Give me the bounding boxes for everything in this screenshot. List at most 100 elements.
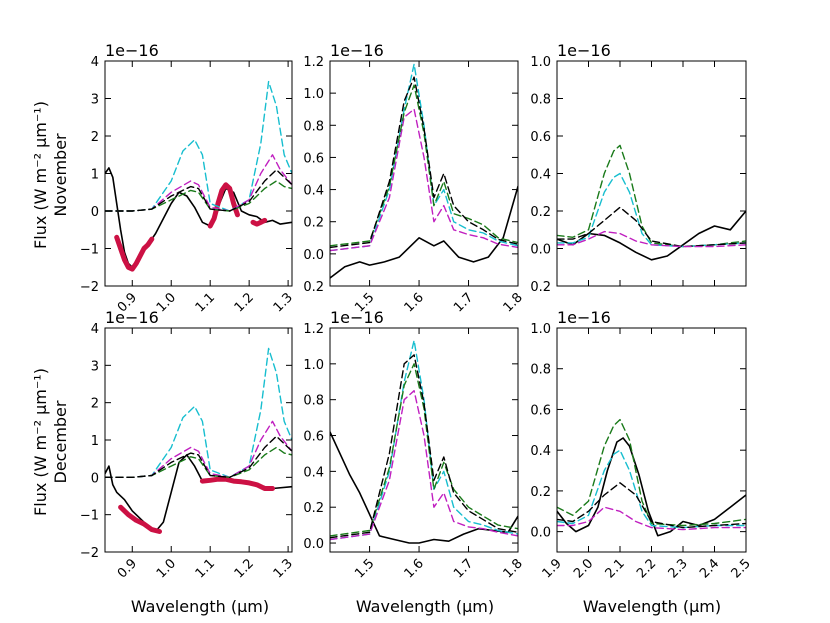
x-tick-label: 2.2	[634, 556, 659, 581]
y-tick-label: 0.2	[530, 280, 551, 295]
y-tick-label: 0	[91, 205, 99, 220]
series-model_cyan	[105, 347, 292, 478]
series-group	[330, 339, 518, 544]
y-tick-label: 0.2	[530, 485, 551, 500]
y-tick-label: 0.4	[303, 184, 324, 199]
y-tick-label: 3	[91, 359, 99, 374]
series-highlight2	[199, 476, 275, 491]
series-group	[330, 63, 518, 279]
offset-label: 1e−16	[557, 41, 611, 60]
y-tick-label: −1	[80, 509, 99, 524]
xlabel-col-1: Wavelength (µm)	[356, 597, 494, 616]
series-highlight	[118, 504, 162, 534]
series-model_black	[330, 354, 518, 539]
series-group	[105, 347, 292, 534]
y-tick-label: 1.2	[303, 55, 324, 70]
offset-label: 1e−16	[105, 308, 159, 327]
offset-label: 1e−16	[330, 308, 384, 327]
x-tick-label: 1.3	[271, 290, 296, 315]
xlabel-col-2: Wavelength (µm)	[583, 597, 721, 616]
y-tick-label: 1.2	[303, 322, 324, 337]
x-tick-label: 1.8	[501, 556, 526, 581]
panel-1-1: 1.5 1.6 1.7 1.8 0.0 0.2 0.4 0.6 0.8 1.0 1.2 1e−16	[303, 308, 526, 581]
y-tick-label: 0.0	[303, 248, 324, 263]
x-tick-label: 2.0	[571, 556, 596, 581]
series-model_magenta	[557, 506, 746, 531]
y-tick-label: 0.8	[303, 394, 324, 409]
y-tick-label: 0	[91, 471, 99, 486]
y-tick-label: 2	[91, 130, 99, 145]
offset-label: 1e−16	[557, 308, 611, 327]
y-tick-label: 0.4	[303, 465, 324, 480]
y-tick-label: −2	[80, 280, 99, 295]
panel-0-1: 1.5 1.6 1.7 1.80.20.00.20.40.60.81.01.21e−1…	[303, 41, 526, 315]
series-model_green	[330, 84, 518, 247]
x-tick-label: 1.8	[501, 290, 526, 315]
offset-label: 1e−16	[330, 41, 384, 60]
series-model_green	[330, 363, 518, 537]
x-tick-label: 0.9	[115, 556, 140, 581]
y-tick-label: 1.0	[303, 358, 324, 373]
series-group	[557, 144, 746, 261]
y-tick-label: 0.4	[530, 444, 551, 459]
y-tick-label: 0.2	[530, 205, 551, 220]
y-tick-label: 0.6	[530, 130, 551, 145]
x-tick-label: 1.7	[451, 290, 476, 315]
row-0-ylabel: Flux (W m⁻² µm⁻¹)	[31, 101, 50, 249]
y-tick-label: −2	[80, 546, 99, 561]
series-group	[557, 418, 746, 537]
series-model_magenta	[557, 230, 746, 248]
x-tick-label: 1.1	[193, 556, 218, 581]
series-model_black	[557, 482, 746, 529]
y-tick-label: 1.0	[530, 322, 551, 337]
series-model_black	[557, 206, 746, 248]
series-observed	[557, 210, 746, 261]
y-tick-label: 1	[91, 434, 99, 449]
y-tick-label: 1.0	[530, 55, 551, 70]
y-tick-label: 0.8	[530, 363, 551, 378]
y-tick-label: 0.2	[303, 280, 324, 295]
y-tick-label: 0.6	[303, 151, 324, 166]
series-observed	[330, 185, 518, 279]
panel-1-2: 1.9 2.0 2.1 2.2 2.3 2.4 2.5 0.0 0.2 0.4 0.6 0.8 1.0 1…	[530, 308, 754, 581]
axes-frame	[556, 60, 747, 287]
series-highlight	[114, 234, 155, 272]
y-tick-label: 2	[91, 397, 99, 412]
x-tick-label: 1.1	[193, 290, 218, 315]
offset-label: 1e−16	[105, 41, 159, 60]
x-tick-label: 2.1	[603, 556, 628, 581]
y-tick-label: 0.6	[303, 430, 324, 445]
series-model_black	[330, 76, 518, 249]
panel-0-2: 0.2 0.0 0.2 0.4 0.6 0.8 1.0 1e−16	[530, 41, 747, 295]
y-tick-label: 0.8	[303, 119, 324, 134]
x-tick-label: 1.9	[540, 556, 565, 581]
y-tick-label: 1.0	[303, 87, 324, 102]
y-tick-label: 0.0	[530, 243, 551, 258]
y-tick-label: 0.4	[530, 168, 551, 183]
x-tick-label: 1.5	[352, 556, 377, 581]
x-tick-label: 1.7	[451, 556, 476, 581]
series-model_green	[557, 144, 746, 248]
axes-frame	[104, 60, 293, 287]
xlabel-col-0: Wavelength (µm)	[131, 597, 269, 616]
x-tick-label: 1.3	[271, 556, 296, 581]
y-tick-label: 0.2	[303, 501, 324, 516]
axes-frame	[329, 60, 519, 287]
y-tick-label: −1	[80, 243, 99, 258]
y-tick-label: 1	[91, 168, 99, 183]
series-highlight2	[207, 182, 240, 229]
y-tick-label: 3	[91, 93, 99, 108]
series-group	[105, 80, 292, 272]
series-model_black	[105, 435, 292, 478]
series-model_black	[105, 169, 292, 212]
y-tick-label: 0.8	[530, 93, 551, 108]
row-1-name: December	[51, 400, 70, 483]
row-0-name: November	[51, 133, 70, 217]
series-model_green	[557, 418, 746, 527]
y-tick-label: 4	[91, 55, 99, 70]
y-tick-label: 4	[91, 322, 99, 337]
series-highlight3	[250, 217, 268, 227]
